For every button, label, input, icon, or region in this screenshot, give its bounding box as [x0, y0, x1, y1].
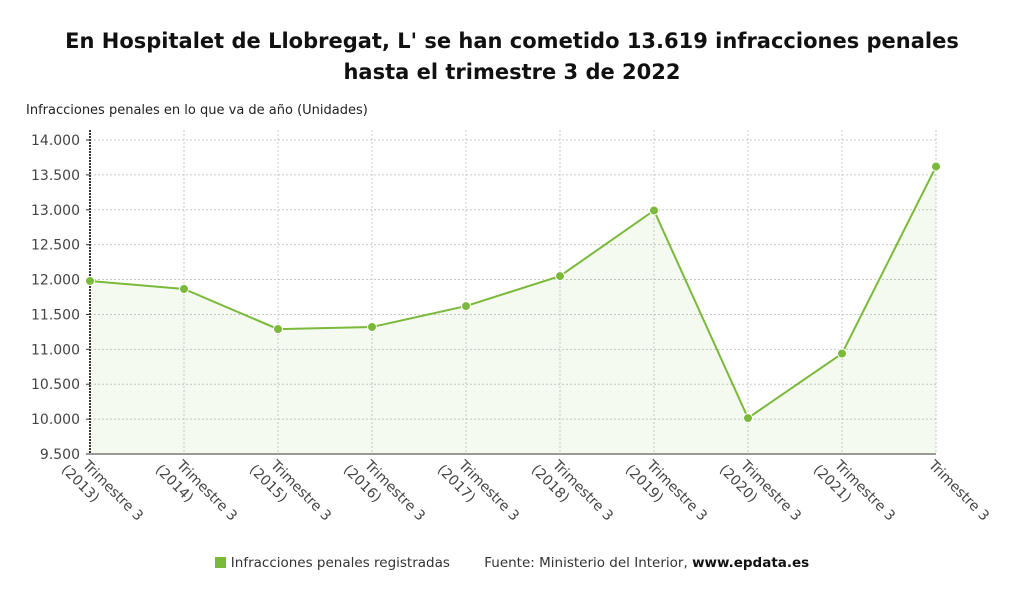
source-link[interactable]: www.epdata.es	[692, 555, 810, 571]
data-point	[273, 324, 283, 335]
data-point	[85, 275, 95, 286]
legend-label: Infracciones penales registradas	[230, 555, 450, 571]
source-text: Fuente: Ministerio del Interior,	[484, 555, 693, 571]
y-tick-label: 9.500	[40, 447, 80, 463]
data-point	[649, 205, 659, 216]
data-point	[743, 413, 753, 424]
area-fill	[90, 166, 936, 454]
x-tick-label: Trimestre 3(2017)	[434, 449, 522, 537]
x-tick-label: Trimestre 3(2016)	[340, 449, 428, 537]
data-point	[555, 271, 565, 282]
data-point	[837, 348, 847, 359]
x-tick-label: Trimestre 3(2020)	[716, 449, 804, 537]
x-tick-label: Trimestre 3	[924, 457, 992, 525]
y-tick-label: 11.500	[31, 307, 80, 323]
legend: Infracciones penales registradas Fuente:…	[0, 555, 1024, 571]
chart-title: En Hospitalet de Llobregat, L' se han co…	[65, 29, 959, 84]
x-tick-label: Trimestre 3(2019)	[622, 449, 710, 537]
source-note: Fuente: Ministerio del Interior, www.epd…	[484, 555, 809, 571]
x-tick-label: Trimestre 3(2014)	[152, 449, 240, 537]
x-tick-label: Trimestre 3(2021)	[810, 449, 898, 537]
y-tick-label: 14.000	[31, 133, 80, 149]
x-tick-label: Trimestre 3(2018)	[528, 449, 616, 537]
y-tick-label: 13.000	[31, 203, 80, 219]
series-line	[89, 166, 937, 420]
y-tick-label: 12.000	[31, 273, 80, 289]
x-tick-label: Trimestre 3(2015)	[246, 449, 334, 537]
data-point	[461, 301, 471, 312]
y-tick-label: 10.500	[31, 377, 80, 393]
y-tick-label: 13.500	[31, 168, 80, 184]
legend-swatch	[214, 557, 226, 568]
y-tick-label: 11.000	[31, 342, 80, 358]
y-tick-label: 10.000	[31, 412, 80, 428]
data-point	[367, 322, 377, 333]
data-point	[179, 283, 189, 294]
y-axis-label: Infracciones penales en lo que va de año…	[26, 103, 368, 118]
data-point	[931, 161, 941, 172]
y-tick-label: 12.500	[31, 238, 80, 254]
